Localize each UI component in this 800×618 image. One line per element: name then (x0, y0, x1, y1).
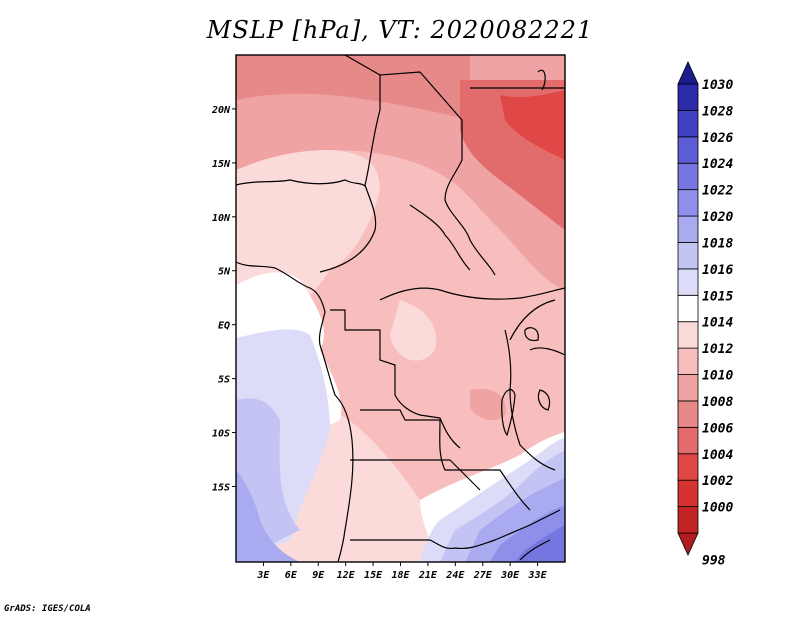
lon-tick-label: 9E (312, 570, 325, 581)
lat-tick-label: 20N (211, 105, 231, 116)
colorbar-swatch (677, 506, 699, 534)
colorbar-swatch (677, 294, 699, 323)
lat-tick-label: 15S (212, 482, 230, 493)
colorbar-label: 1006 (702, 421, 733, 436)
band-1004-northeast (500, 90, 565, 160)
colorbar-swatch (677, 347, 699, 375)
colorbar-label: 1002 (702, 474, 733, 489)
colorbar-label: 1018 (702, 236, 733, 251)
colorbar-swatch (677, 374, 699, 402)
colorbar-label: 1024 (702, 157, 733, 172)
colorbar-swatch (677, 426, 699, 455)
country-borders (236, 55, 565, 562)
lon-tick-label: 18E (391, 570, 410, 581)
pressure-colorbar: 998 1000 1002 1004 1006 1008 1010 1012 1014 1015 1… (677, 61, 733, 568)
colorbar-swatch (677, 321, 699, 349)
colorbar-label: 1028 (702, 104, 733, 119)
colorbar-swatch (677, 61, 699, 85)
colorbar-swatch (677, 136, 699, 164)
lat-tick-label: EQ (218, 321, 230, 332)
lon-tick-label: 27E (473, 570, 493, 581)
lon-tick-label: 21E (418, 570, 438, 581)
colorbar-swatch (677, 453, 699, 481)
lon-tick-label: 6E (285, 570, 298, 581)
colorbar-label: 1020 (702, 210, 733, 225)
colorbar-label: 1015 (702, 289, 733, 304)
colorbar-swatch (677, 400, 699, 428)
lat-tick-label: 15N (212, 159, 231, 170)
longitude-axis: 3E 6E 9E 12E 15E 18E 21E 24E 27E 30E 33E (256, 562, 548, 581)
colorbar-label: 1004 (702, 448, 733, 463)
band-1008-north (236, 55, 470, 120)
grads-credit: GrADS: IGES/COLA (4, 604, 91, 614)
lon-tick-label: 3E (256, 570, 270, 581)
colorbar-swatch (677, 242, 699, 270)
lat-tick-label: 10N (212, 213, 231, 224)
lon-tick-label: 33E (528, 570, 548, 581)
lat-tick-label: 5N (218, 267, 231, 278)
lon-tick-label: 12E (337, 570, 356, 581)
pressure-field (236, 55, 565, 562)
colorbar-label: 1016 (702, 263, 733, 278)
lakes (501, 69, 551, 561)
band-1008-patch (470, 388, 506, 421)
colorbar-label: 1010 (702, 369, 733, 384)
colorbar-label: 1026 (702, 131, 733, 146)
band-1020-southwest (236, 470, 300, 562)
colorbar-swatch (677, 162, 699, 191)
colorbar-swatch (677, 189, 699, 217)
colorbar-label: 1000 (702, 501, 733, 516)
colorbar-label: 998 (702, 553, 726, 568)
colorbar-label: 1030 (702, 78, 733, 93)
colorbar-swatch (677, 83, 699, 111)
colorbar-swatch (677, 215, 699, 243)
latitude-axis: 20N 15N 10N 5N EQ 5S 10S 15S (211, 105, 236, 493)
colorbar-swatch (677, 532, 699, 556)
lon-tick-label: 30E (500, 570, 520, 581)
colorbar-swatch (677, 479, 699, 507)
colorbar-swatch (677, 110, 699, 138)
chart-title: MSLP [hPa], VT: 2020082221 (206, 16, 594, 44)
lat-tick-label: 5S (218, 375, 230, 386)
colorbar-label: 1008 (702, 395, 733, 410)
colorbar-label: 1012 (702, 342, 733, 357)
colorbar-label: 1014 (702, 316, 733, 331)
lat-tick-label: 10S (212, 429, 230, 440)
band-1014-interior (390, 300, 437, 361)
colorbar-label: 1022 (702, 184, 733, 199)
lon-tick-label: 15E (364, 570, 383, 581)
colorbar-swatch (677, 268, 699, 296)
lon-tick-label: 24E (445, 570, 465, 581)
